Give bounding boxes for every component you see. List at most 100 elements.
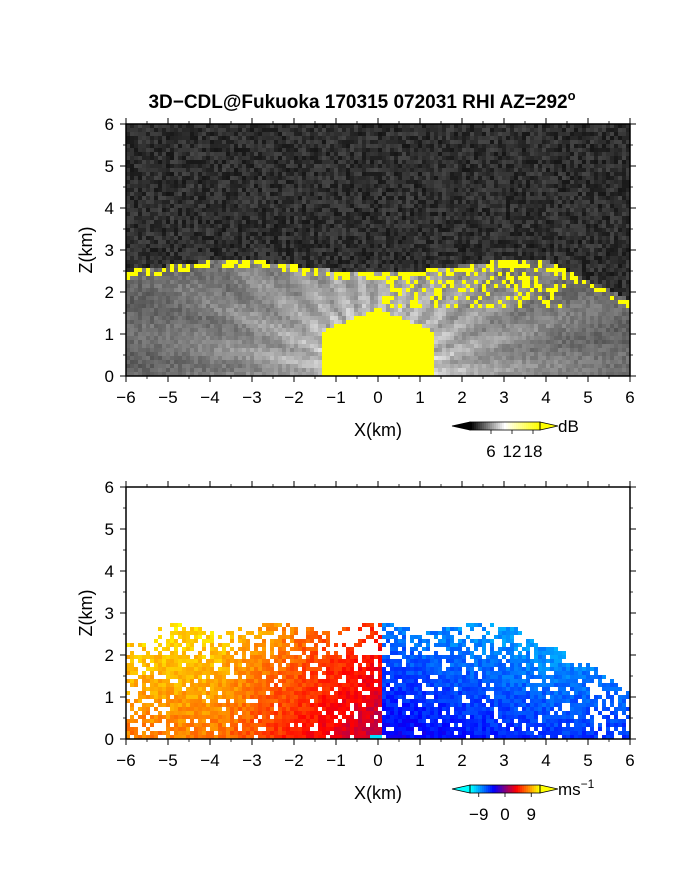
data-cell [162,180,166,184]
data-cell [550,168,554,172]
data-cell [318,240,322,244]
data-cell [450,192,454,196]
data-cell [382,124,386,128]
data-cell [202,216,206,220]
data-cell [338,208,342,212]
data-cell [306,280,310,284]
data-cell [618,152,622,156]
data-cell [334,260,338,264]
data-cell [286,172,290,176]
data-cell [402,276,406,280]
data-cell [162,252,166,256]
data-cell [134,216,138,220]
data-cell [318,136,322,140]
data-cell [602,144,606,148]
data-cell [278,144,282,148]
data-cell [354,256,358,260]
data-cell [258,168,262,172]
data-cell [310,128,314,132]
data-cell [290,152,294,156]
data-cell [586,228,590,232]
data-cell [454,272,458,276]
data-cell [402,132,406,136]
data-cell [250,224,254,228]
data-cell [522,248,526,252]
data-cell [438,128,442,132]
data-cell [566,168,570,172]
data-cell [522,156,526,160]
data-cell [542,160,546,164]
data-cell [502,256,506,260]
data-cell [290,164,294,168]
data-cell [462,216,466,220]
data-cell [466,240,470,244]
data-cell [538,276,542,280]
data-cell [494,208,498,212]
data-cell [582,216,586,220]
data-cell [362,280,366,284]
data-cell [498,248,502,252]
data-cell [398,192,402,196]
data-cell [186,152,190,156]
data-cell [342,180,346,184]
data-cell [442,256,446,260]
data-cell [614,140,618,144]
data-cell [282,232,286,236]
data-cell [586,196,590,200]
data-cell [318,192,322,196]
data-cell [226,152,230,156]
data-cell [218,144,222,148]
data-cell [434,200,438,204]
data-cell [370,240,374,244]
data-cell [562,132,566,136]
data-cell [446,128,450,132]
data-cell [590,256,594,260]
data-cell [302,152,306,156]
data-cell [410,252,414,256]
data-cell [134,160,138,164]
data-cell [562,152,566,156]
data-cell [522,192,526,196]
data-cell [242,240,246,244]
data-cell [538,244,542,248]
data-cell [498,192,502,196]
data-cell [222,228,226,232]
data-cell [126,140,130,144]
data-cell [274,216,278,220]
data-cell [390,228,394,232]
data-cell [502,184,506,188]
data-cell [530,264,534,268]
data-cell [286,180,290,184]
data-cell [602,232,606,236]
data-cell [314,264,318,268]
data-cell [202,132,206,136]
data-cell [266,180,270,184]
data-cell [182,236,186,240]
data-cell [310,248,314,252]
data-cell [250,268,254,272]
data-cell [614,192,618,196]
data-cell [246,268,250,272]
data-cell [446,132,450,136]
data-cell [466,144,470,148]
data-cell [562,200,566,204]
data-cell [270,212,274,216]
data-cell [230,212,234,216]
data-cell [514,272,518,276]
data-cell [270,180,274,184]
data-cell [294,180,298,184]
data-cell [374,248,378,252]
data-cell [170,160,174,164]
data-cell [366,264,370,268]
data-cell [318,156,322,160]
data-cell [410,180,414,184]
data-cell [438,264,442,268]
data-cell [302,168,306,172]
data-cell [190,248,194,252]
data-cell [530,168,534,172]
data-cell [494,136,498,140]
data-cell [170,148,174,152]
data-cell [438,144,442,148]
data-cell [150,124,154,128]
data-cell [574,132,578,136]
